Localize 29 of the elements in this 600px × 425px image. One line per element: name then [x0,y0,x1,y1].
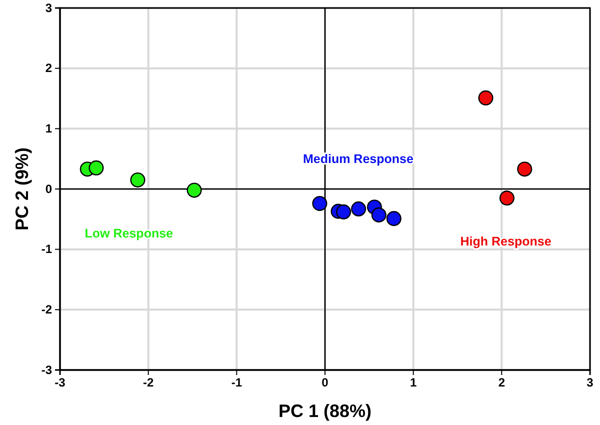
x-tick-label: -3 [54,376,66,390]
y-tick-label: 0 [45,182,52,196]
y-tick-label: -3 [41,362,52,377]
x-tick-label: 2 [498,376,506,390]
y-tick-label: 3 [45,0,52,15]
point [371,207,386,222]
point [88,160,104,176]
y-tick-label: 2 [45,61,52,76]
y-tick-label: -2 [41,302,52,317]
y-tick-label: -1 [41,242,52,256]
point [517,162,532,177]
point [312,196,328,211]
text: Low Response [84,226,174,241]
point [499,190,514,206]
x-tick-label: 3 [586,376,594,390]
x-tick-label: 0 [322,376,329,390]
point [130,172,146,188]
y-axis-title: PC 2 (9%) [12,147,32,231]
point [351,201,366,216]
x-axis-title: PC 1 (88%) [278,401,372,421]
text: High Response [460,234,552,248]
point [186,182,202,198]
x-tick-label: -1 [231,376,242,390]
x-tick-label: -2 [142,376,154,390]
point [478,90,494,106]
x-tick-label: 1 [410,376,417,390]
point [336,204,352,220]
y-tick-label: 1 [45,122,52,136]
point [386,211,402,226]
